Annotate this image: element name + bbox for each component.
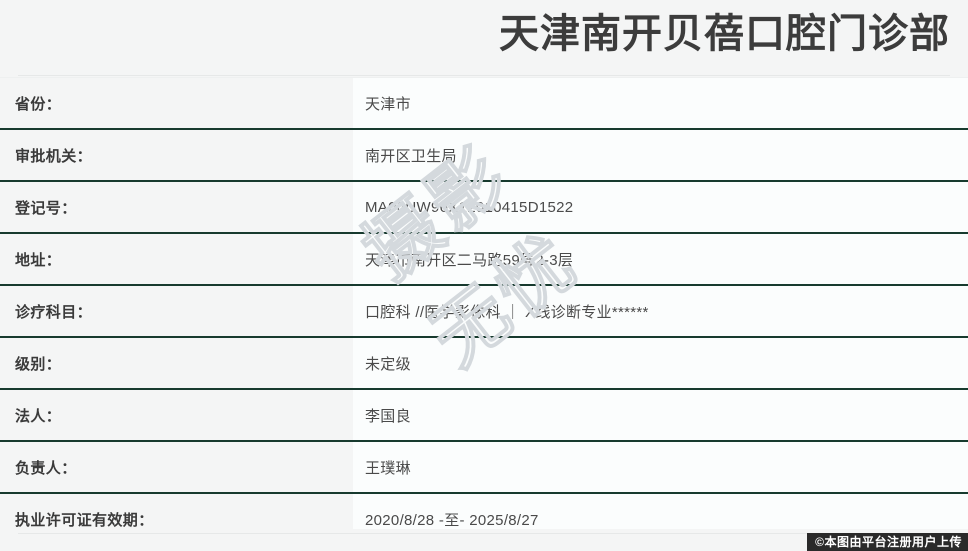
row-label: 地址： — [0, 234, 353, 284]
page-title: 天津南开贝蓓口腔门诊部 — [499, 12, 950, 56]
row-label: 审批机关： — [0, 130, 353, 180]
table-row: 诊疗科目： 口腔科 //医学影像科 ｜ X线诊断专业****** — [0, 286, 968, 338]
row-value: 南开区卫生局 — [353, 130, 968, 180]
table-row: 省份： 天津市 — [0, 77, 968, 130]
row-label: 法人： — [0, 390, 353, 440]
table-row: 地址： 天津市南开区二马路59号2-3层 — [0, 234, 968, 286]
row-value: 未定级 — [353, 338, 968, 388]
row-label: 级别： — [0, 338, 353, 388]
row-label: 省份： — [0, 78, 353, 128]
table-row: 级别： 未定级 — [0, 338, 968, 390]
table-row: 审批机关： 南开区卫生局 — [0, 130, 968, 182]
table-row: 登记号： MA06UW96X12010415D1522 — [0, 182, 968, 234]
row-value: 李国良 — [353, 390, 968, 440]
row-value: MA06UW96X12010415D1522 — [353, 182, 968, 232]
row-value: 天津市 — [353, 78, 968, 128]
header-divider — [18, 75, 950, 76]
row-value: 天津市南开区二马路59号2-3层 — [353, 234, 968, 284]
footer-divider — [18, 533, 950, 534]
table-row: 法人： 李国良 — [0, 390, 968, 442]
row-value: 王璞琳 — [353, 442, 968, 492]
page-header: 天津南开贝蓓口腔门诊部 — [0, 0, 968, 76]
row-label: 登记号： — [0, 182, 353, 232]
upload-credit-badge: ©本图由平台注册用户上传 — [807, 533, 968, 551]
clinic-info-table: 省份： 天津市 审批机关： 南开区卫生局 登记号： MA06UW96X12010… — [0, 77, 968, 546]
row-label: 负责人： — [0, 442, 353, 492]
page-footer — [0, 529, 968, 551]
table-row: 负责人： 王璞琳 — [0, 442, 968, 494]
row-value: 口腔科 //医学影像科 ｜ X线诊断专业****** — [353, 286, 968, 336]
row-label: 诊疗科目： — [0, 286, 353, 336]
